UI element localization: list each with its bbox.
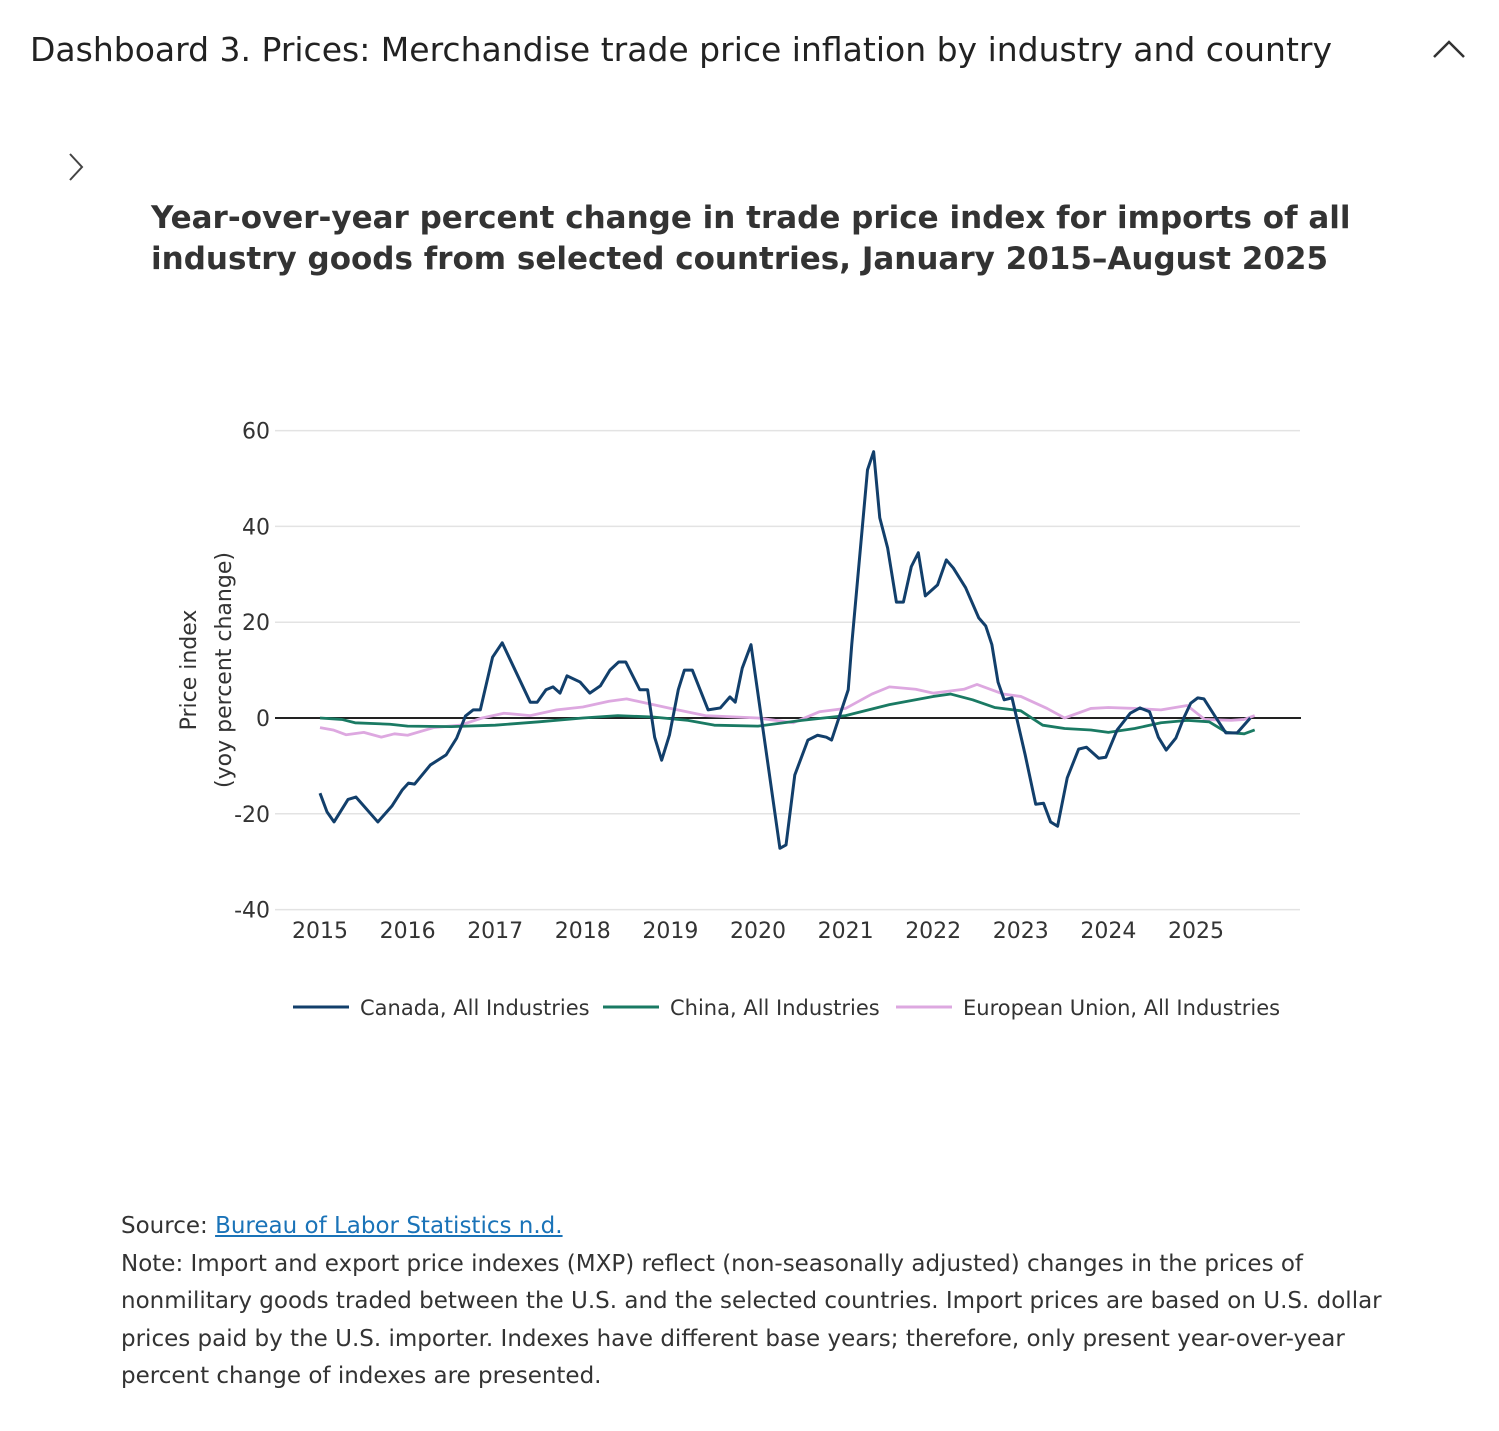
chevron-right-icon[interactable] xyxy=(64,150,88,184)
legend-item[interactable]: China, All Industries xyxy=(603,996,880,1020)
source-label: Source: xyxy=(121,1213,216,1239)
dashboard-title: Dashboard 3. Prices: Merchandise trade p… xyxy=(30,30,1333,69)
x-tick-label: 2020 xyxy=(730,919,786,944)
x-tick-label: 2023 xyxy=(993,919,1049,944)
y-axis-label: Price index xyxy=(177,610,202,731)
x-tick-label: 2019 xyxy=(642,919,698,944)
y-tick-label: 0 xyxy=(256,707,270,732)
y-tick-label: -40 xyxy=(234,899,270,924)
legend-item[interactable]: European Union, All Industries xyxy=(896,996,1280,1020)
chevron-up-icon[interactable] xyxy=(1432,36,1466,60)
series-line-0 xyxy=(318,450,1252,850)
legend-item[interactable]: Canada, All Industries xyxy=(293,996,590,1020)
y-tick-label: -20 xyxy=(234,803,270,828)
chart-note: Note: Import and export price indexes (M… xyxy=(121,1250,1382,1390)
legend-label: Canada, All Industries xyxy=(360,996,590,1020)
x-tick-label: 2022 xyxy=(905,919,961,944)
x-tick-label: 2025 xyxy=(1168,919,1224,944)
y-axis-label-sub: (yoy percent change) xyxy=(212,552,237,788)
y-tick-label: 60 xyxy=(242,420,270,445)
x-tick-label: 2024 xyxy=(1080,919,1136,944)
chart-title: Year-over-year percent change in trade p… xyxy=(151,200,1351,277)
x-tick-label: 2017 xyxy=(467,919,523,944)
series-line-2 xyxy=(319,683,1256,739)
series-line-1 xyxy=(319,692,1256,736)
y-tick-label: 40 xyxy=(242,515,270,540)
source-note: Source: Bureau of Labor Statistics n.d. … xyxy=(121,1208,1411,1396)
source-link[interactable]: Bureau of Labor Statistics n.d. xyxy=(215,1213,563,1239)
x-tick-label: 2015 xyxy=(292,919,348,944)
line-chart: 60 40 20 0 -20 -40 2015 2016 2017 2018 2019 2020 202… xyxy=(177,420,1301,1020)
x-tick-label: 2018 xyxy=(555,919,611,944)
legend-label: China, All Industries xyxy=(670,996,880,1020)
y-tick-label: 20 xyxy=(242,611,270,636)
x-tick-label: 2021 xyxy=(818,919,874,944)
x-tick-label: 2016 xyxy=(380,919,436,944)
legend-label: European Union, All Industries xyxy=(963,996,1280,1020)
